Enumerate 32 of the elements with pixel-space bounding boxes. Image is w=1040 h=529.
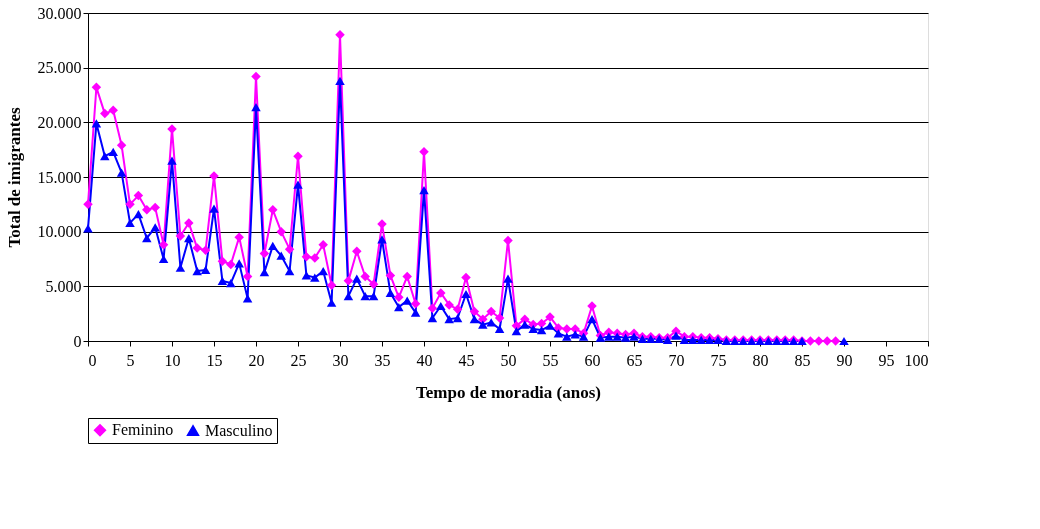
y-axis-title: Total de imigrantes [4,107,24,248]
x-tick-label: 35 [374,351,391,369]
y-tick-label: 5.000 [45,277,82,295]
x-tick-label: 5 [126,351,135,369]
x-tick-label: 0 [88,351,97,369]
x-tick-label: 30 [332,351,349,369]
x-axis-title: Tempo de moradia (anos) [416,382,601,402]
x-tick-label: 10 [164,351,181,369]
x-tick-label: 40 [416,351,433,369]
x-tick-label: 45 [458,351,475,369]
x-tick-label: 50 [500,351,517,369]
x-tick-label: 100 [904,351,929,369]
x-tick-label: 65 [626,351,643,369]
y-tick-label: 20.000 [37,113,82,131]
x-tick-label: 70 [668,351,685,369]
x-tick-label: 85 [794,351,811,369]
x-tick-label: 95 [878,351,895,369]
legend-label: Masculino [205,421,273,439]
x-tick-label: 90 [836,351,853,369]
y-tick-label: 30.000 [37,4,82,22]
x-tick-label: 20 [248,351,265,369]
x-tick-label: 55 [542,351,559,369]
x-tick-label: 80 [752,351,769,369]
x-tick-label: 15 [206,351,223,369]
x-tick-label: 75 [710,351,727,369]
y-tick-label: 15.000 [37,168,82,186]
x-tick-label: 25 [290,351,307,369]
legend-label: Feminino [112,421,174,439]
x-tick-label: 60 [584,351,601,369]
y-tick-label: 0 [73,332,82,350]
y-tick-label: 10.000 [37,223,82,241]
y-tick-label: 25.000 [37,59,82,77]
